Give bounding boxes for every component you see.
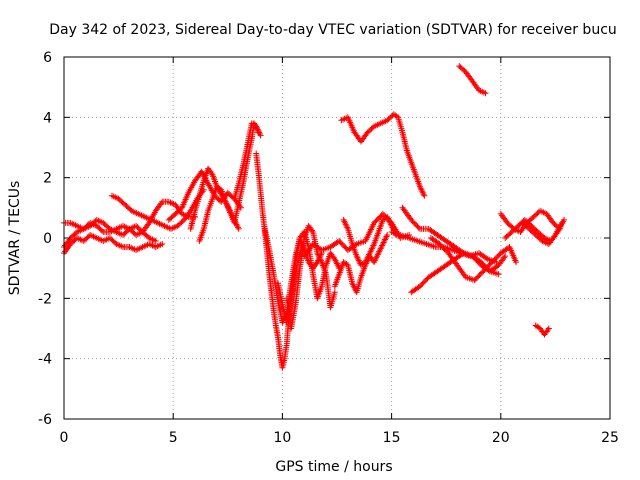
grid-lines	[64, 57, 610, 419]
y-axis: -6 -4 -2 0 2 4 6	[38, 50, 610, 428]
series-s4	[109, 186, 207, 232]
y-tick-label: 0	[43, 231, 52, 247]
series-s20	[427, 235, 520, 284]
point-track	[519, 219, 565, 247]
y-tick-label: 2	[43, 171, 52, 187]
series-s24	[519, 219, 565, 247]
x-tick-label: 15	[383, 430, 401, 446]
point-track	[532, 322, 552, 338]
x-tick-label: 20	[492, 430, 510, 446]
point-track	[231, 120, 264, 202]
y-tick-label: 4	[43, 110, 52, 126]
y-tick-label: -4	[38, 352, 52, 368]
point-track	[340, 213, 399, 269]
y-axis-label: SDTVAR / TECUs	[7, 181, 23, 296]
x-axis-label: GPS time / hours	[275, 459, 392, 475]
series-s8	[231, 120, 264, 202]
y-tick-label: -2	[38, 291, 52, 307]
y-tick-label: 6	[43, 50, 52, 66]
data-points	[61, 63, 568, 371]
series-s16	[338, 111, 428, 199]
y-tick-label: -6	[38, 412, 52, 428]
series-s15	[340, 213, 399, 269]
x-tick-label: 10	[273, 430, 291, 446]
chart-title: Day 342 of 2023, Sidereal Day-to-day VTE…	[49, 22, 617, 38]
series-s21	[456, 63, 489, 97]
point-track	[109, 186, 207, 232]
x-tick-label: 0	[60, 430, 69, 446]
series-s25	[532, 322, 552, 338]
point-track	[456, 63, 489, 97]
x-tick-label: 5	[169, 430, 178, 446]
point-track	[427, 235, 520, 284]
x-tick-label: 25	[601, 430, 619, 446]
x-axis: 0 5 10 15 20 25	[60, 57, 619, 446]
point-track	[338, 111, 428, 199]
